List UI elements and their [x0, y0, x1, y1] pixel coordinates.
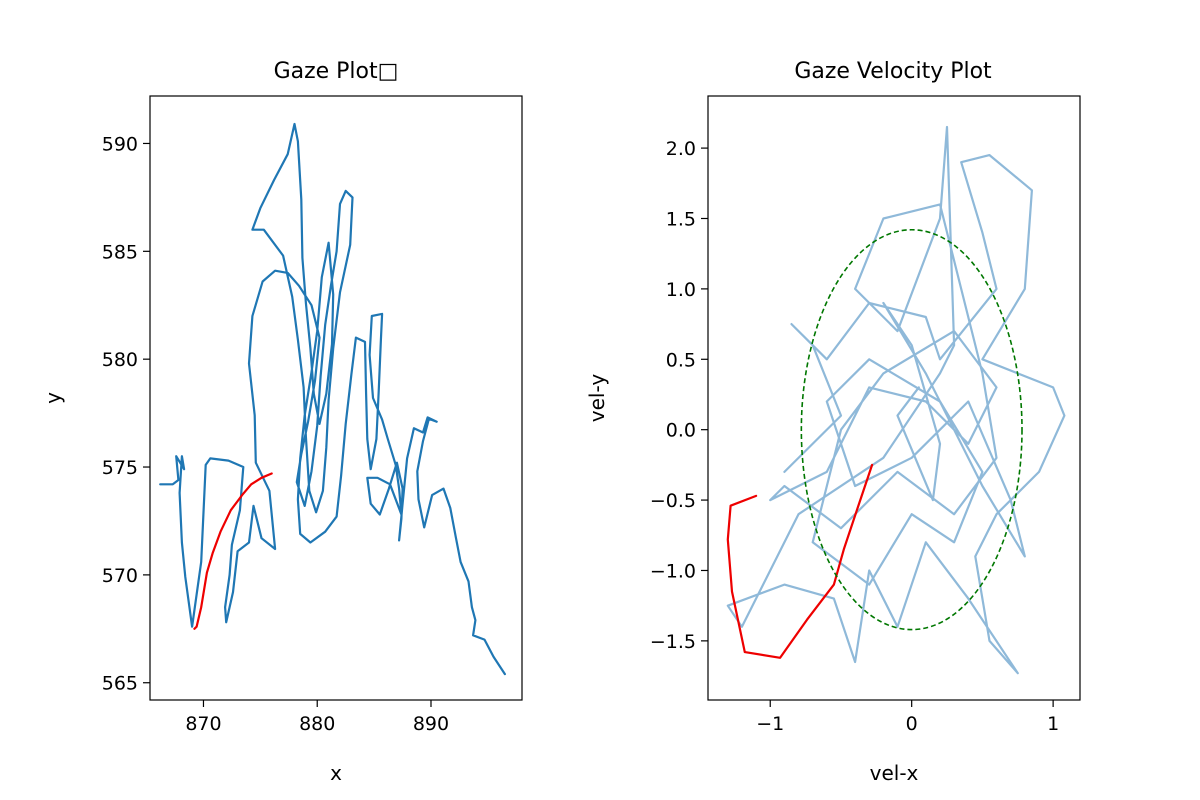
- gaze-plot-xtick-label: 870: [185, 713, 221, 735]
- velocity-plot-panel: Gaze Velocity Plot −1 0 1 −1.5 −1.0 −0.5 0.0 0.…: [585, 59, 1081, 785]
- velocity-plot-ytick-label: 1.0: [666, 279, 696, 301]
- velocity-plot-ytick-label: 1.5: [666, 208, 696, 230]
- velocity-plot-trace-line: [726, 125, 1066, 675]
- gaze-plot-series: [159, 122, 506, 676]
- velocity-plot-ytick-label: 2.0: [666, 138, 696, 160]
- gaze-plot-axes-frame: [149, 95, 523, 701]
- gaze-plot-plot-area: [159, 122, 506, 676]
- velocity-plot-ytick-label: −0.5: [650, 490, 696, 512]
- velocity-plot-xtick-label: −1: [756, 713, 784, 735]
- gaze-plot-trace-line: [159, 122, 506, 676]
- gaze-plot-highlight-line: [193, 472, 273, 630]
- velocity-plot-ytick-label: 0.0: [666, 420, 696, 442]
- velocity-plot-xlabel: vel-x: [870, 761, 919, 785]
- gaze-plot-xtick-label: 890: [413, 713, 449, 735]
- velocity-plot-axes-frame: [707, 95, 1081, 701]
- velocity-plot-plot-area: [726, 125, 1066, 675]
- gaze-plot-ytick-label: 570: [102, 565, 138, 587]
- gaze-plot-ytick-label: 580: [102, 349, 138, 371]
- velocity-plot-ytick-label: 0.5: [666, 349, 696, 371]
- velocity-plot-ytick-label: −1.0: [650, 560, 696, 582]
- gaze-plot-ytick-label: 565: [102, 673, 138, 695]
- velocity-plot-title: Gaze Velocity Plot: [794, 59, 992, 84]
- velocity-plot-highlight-line: [726, 463, 874, 659]
- velocity-plot-ylabel: vel-y: [585, 374, 609, 423]
- gaze-plot-panel: Gaze Plot□ 870 880 890 565 570 575 580 585 590 x…: [41, 59, 523, 785]
- gaze-plot-ylabel: y: [41, 392, 65, 404]
- gaze-plot-xlabel: x: [330, 761, 342, 785]
- velocity-plot-confidence-ellipse: [800, 228, 1023, 631]
- gaze-plot-ytick-label: 575: [102, 457, 138, 479]
- velocity-plot-ticks: −1 0 1 −1.5 −1.0 −0.5 0.0 0.5 1.0 1.5 2.0: [650, 138, 1059, 735]
- velocity-plot-ytick-label: −1.5: [650, 631, 696, 653]
- gaze-plot-title: Gaze Plot□: [274, 59, 399, 84]
- gaze-plot-ytick-label: 590: [102, 133, 138, 155]
- gaze-plot-xtick-label: 880: [299, 713, 335, 735]
- gaze-plot-ticks: 870 880 890 565 570 575 580 585 590: [102, 133, 449, 735]
- velocity-plot-xtick-label: 1: [1047, 713, 1059, 735]
- velocity-plot-xtick-label: 0: [906, 713, 918, 735]
- gaze-plot-ytick-label: 585: [102, 241, 138, 263]
- velocity-plot-series: [726, 125, 1066, 675]
